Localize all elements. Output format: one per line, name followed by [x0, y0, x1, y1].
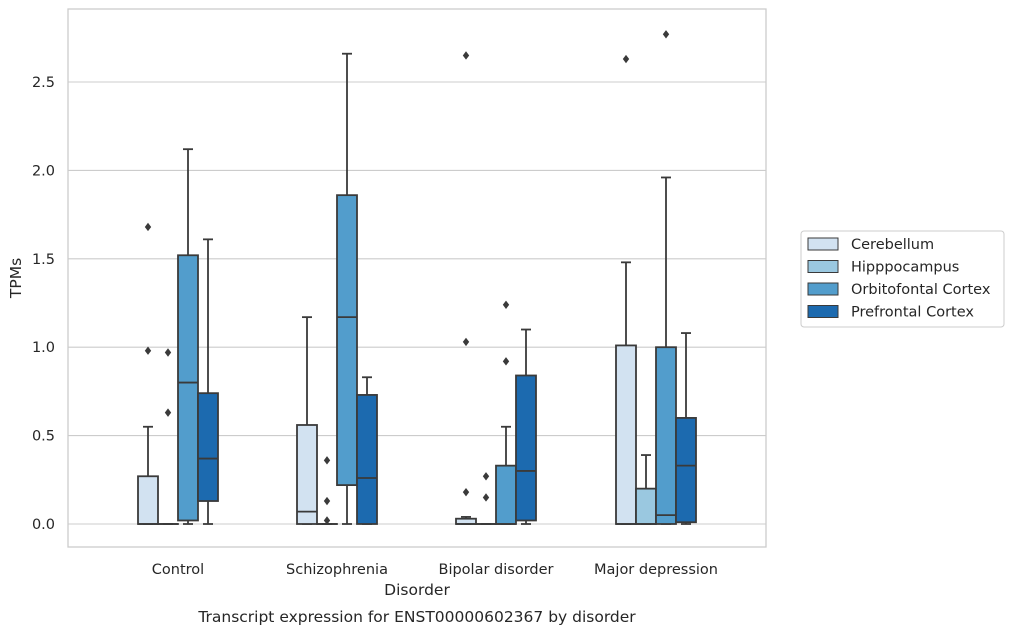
- outlier-point: [482, 472, 490, 481]
- outlier-point: [622, 54, 630, 64]
- box-group: [197, 238, 219, 525]
- y-tick-label: 2.0: [32, 163, 55, 179]
- y-axis-title: TPMs: [7, 258, 25, 299]
- outlier-point: [462, 487, 470, 497]
- box-group: [635, 454, 657, 525]
- outlier-point: [144, 346, 152, 355]
- legend: Cerebellum Hipppocampus Orbitofontal Corte…: [800, 230, 1005, 328]
- legend-swatch: [807, 237, 839, 251]
- legend-label: Prefrontal Cortex: [851, 305, 974, 321]
- legend-swatch: [807, 260, 839, 273]
- legend-label: Cerebellum: [851, 237, 934, 253]
- box-iqr: [137, 475, 159, 525]
- x-axis-title: Disorder: [384, 581, 450, 599]
- x-tick-label: Control: [152, 562, 204, 578]
- box-iqr: [336, 194, 358, 487]
- box-iqr: [655, 346, 677, 525]
- plot-frame: [67, 8, 767, 548]
- outlier-point: [164, 348, 172, 357]
- box-iqr: [515, 374, 537, 522]
- legend-label: Orbitofontal Cortex: [851, 282, 991, 298]
- box-group: [455, 51, 477, 525]
- box-group: [336, 52, 358, 525]
- x-tick-label: Schizophrenia: [286, 562, 388, 578]
- outlier-point: [323, 456, 331, 465]
- box-group: [495, 300, 517, 525]
- outlier-point: [323, 496, 331, 506]
- box-group: [515, 328, 537, 525]
- legend-swatch: [807, 305, 839, 318]
- box-group: [296, 316, 318, 525]
- outlier-point: [323, 516, 331, 525]
- outlier-point: [164, 408, 172, 417]
- box-group: [137, 222, 159, 525]
- box-group: [356, 376, 378, 525]
- outlier-point: [662, 30, 670, 39]
- x-tick-label: Major depression: [594, 562, 718, 578]
- box-iqr: [197, 392, 219, 502]
- outlier-point: [462, 337, 470, 347]
- box-iqr: [296, 424, 318, 525]
- outlier-point: [462, 51, 470, 60]
- y-axis-ticks: 0.0 0.5 1.0 1.5 2.0 2.5: [32, 75, 55, 533]
- box-group: [157, 348, 179, 525]
- outlier-point: [502, 357, 510, 366]
- legend-label: Hipppocampus: [851, 260, 959, 276]
- legend-swatch: [807, 282, 839, 296]
- box-group: [615, 54, 637, 525]
- x-tick-label: Bipolar disorder: [439, 562, 554, 578]
- box-marks: [137, 30, 697, 525]
- box-iqr: [675, 417, 697, 524]
- x-axis-ticks: Control Schizophrenia Bipolar disorder Majo…: [152, 562, 718, 578]
- y-tick-label: 1.0: [32, 340, 55, 356]
- box-group: [316, 456, 338, 525]
- y-tick-label: 0.0: [32, 517, 55, 533]
- box-group: [675, 332, 697, 525]
- outlier-point: [144, 222, 152, 232]
- y-tick-label: 0.5: [32, 429, 55, 445]
- y-tick-label: 1.5: [32, 252, 55, 268]
- chart-caption: Transcript expression for ENST0000060236…: [197, 608, 636, 626]
- outlier-point: [482, 493, 490, 502]
- legend-frame: [800, 230, 1005, 328]
- box-iqr: [635, 487, 657, 525]
- outlier-point: [502, 300, 510, 309]
- box-group: [475, 472, 497, 525]
- box-iqr: [615, 344, 637, 525]
- y-tick-label: 2.5: [32, 75, 55, 91]
- box-iqr: [177, 254, 199, 522]
- box-group: [177, 148, 199, 525]
- box-iqr: [356, 394, 378, 525]
- box-group: [655, 30, 677, 525]
- box-iqr: [495, 464, 517, 525]
